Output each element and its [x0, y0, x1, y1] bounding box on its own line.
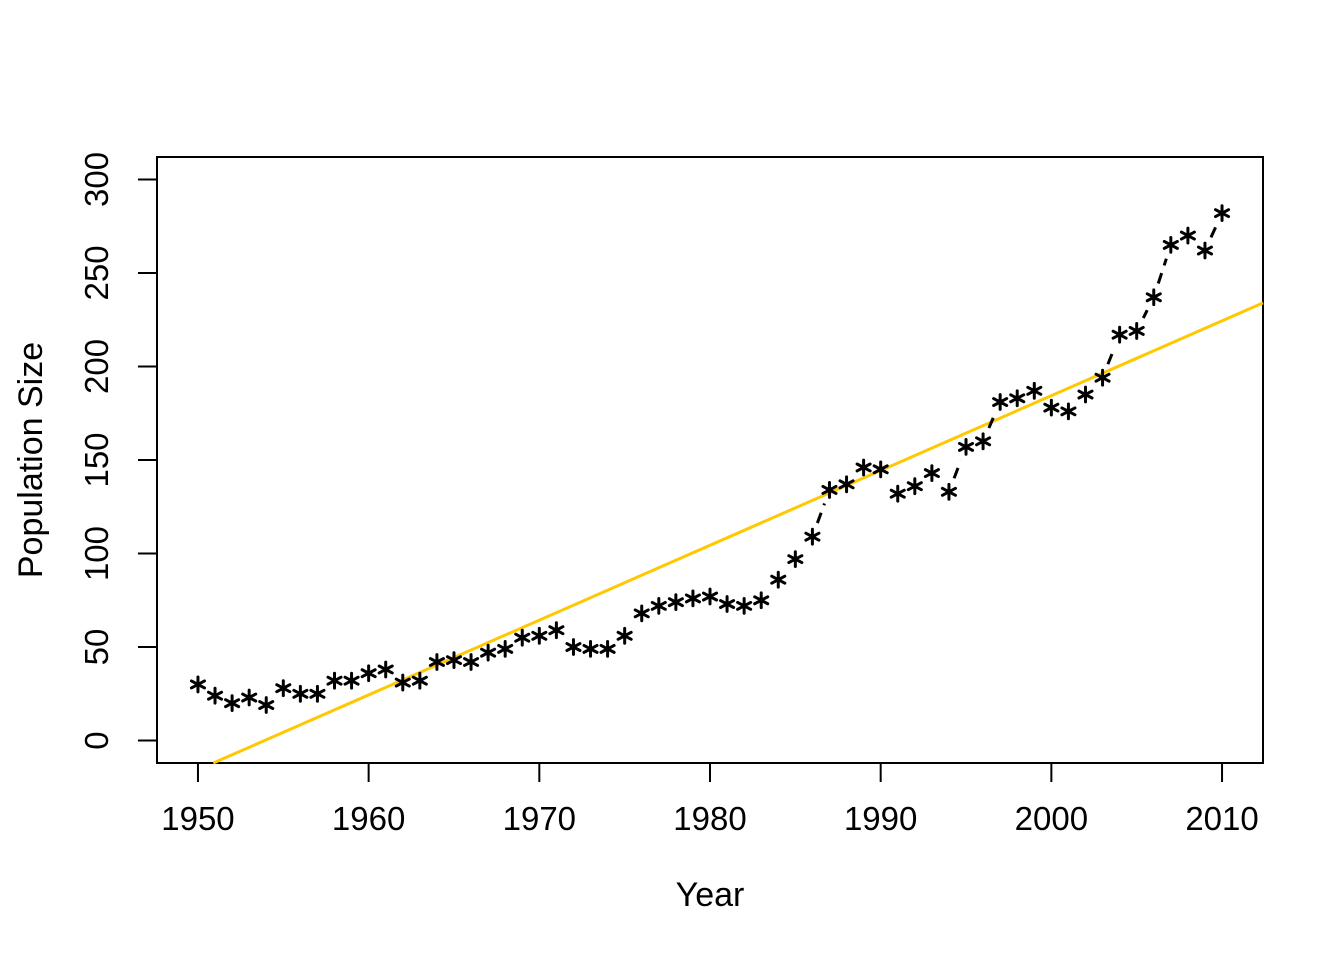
- asterisk-marker: [445, 651, 463, 670]
- asterisk-marker: [1094, 368, 1111, 387]
- asterisk-marker: [787, 550, 804, 569]
- asterisk-marker: [1196, 241, 1213, 260]
- x-tick-label: 1980: [673, 800, 746, 837]
- y-tick-label: 0: [78, 731, 115, 749]
- asterisk-marker: [258, 696, 275, 714]
- asterisk-marker: [719, 595, 736, 613]
- asterisk-marker: [599, 640, 616, 658]
- asterisk-marker: [1179, 226, 1196, 245]
- x-tick-label: 1990: [844, 800, 917, 837]
- asterisk-marker: [1060, 402, 1077, 421]
- asterisk-marker: [497, 640, 514, 658]
- asterisk-marker: [1214, 204, 1231, 223]
- asterisk-marker: [394, 673, 411, 692]
- asterisk-marker: [1077, 385, 1094, 404]
- x-axis-title: Year: [676, 876, 745, 914]
- asterisk-marker: [889, 484, 906, 503]
- asterisk-marker: [241, 688, 258, 707]
- asterisk-marker: [1111, 325, 1128, 344]
- data-points: [189, 204, 1231, 714]
- asterisk-marker: [753, 591, 770, 610]
- asterisk-marker: [992, 393, 1009, 411]
- x-axis: 1950 1960 1970 1980 1990 2000 2010: [161, 763, 1259, 837]
- asterisk-marker: [821, 481, 838, 499]
- asterisk-marker: [292, 684, 309, 703]
- connector-dash: [952, 459, 963, 479]
- regression-line: [212, 301, 1264, 765]
- asterisk-marker: [1026, 381, 1043, 400]
- asterisk-marker: [975, 432, 992, 451]
- asterisk-marker: [206, 686, 224, 705]
- x-tick-label: 2010: [1185, 800, 1258, 837]
- asterisk-marker: [531, 626, 548, 645]
- asterisk-marker: [189, 675, 206, 694]
- connector-dash: [987, 414, 996, 429]
- connector-dash: [1156, 258, 1168, 284]
- plot-box: [156, 156, 1264, 764]
- asterisk-marker: [804, 527, 821, 546]
- connector-dash: [815, 503, 826, 524]
- y-axis-title: Population Size: [12, 342, 50, 578]
- asterisk-marker: [1128, 322, 1145, 340]
- asterisk-marker: [480, 643, 497, 662]
- x-tick-label: 2000: [1015, 800, 1088, 837]
- x-tick-label: 1950: [161, 800, 234, 837]
- asterisk-marker: [565, 638, 582, 656]
- asterisk-marker: [224, 694, 241, 713]
- axis-titles: Year Population Size: [12, 342, 744, 914]
- asterisk-marker: [906, 477, 923, 496]
- asterisk-marker: [667, 593, 684, 612]
- asterisk-marker: [940, 482, 957, 501]
- asterisk-marker: [736, 596, 753, 615]
- asterisk-marker: [1162, 236, 1179, 254]
- asterisk-marker: [633, 604, 650, 623]
- asterisk-marker: [411, 671, 428, 690]
- asterisk-marker: [360, 664, 377, 683]
- asterisk-marker: [343, 671, 360, 690]
- asterisk-marker: [1009, 389, 1026, 408]
- asterisk-marker: [770, 570, 787, 589]
- asterisk-marker: [855, 458, 872, 477]
- asterisk-marker: [838, 475, 855, 494]
- asterisk-marker: [548, 621, 565, 640]
- y-tick-label: 250: [78, 245, 115, 300]
- asterisk-marker: [923, 464, 940, 482]
- y-tick-label: 200: [78, 339, 115, 394]
- asterisk-marker: [326, 671, 343, 690]
- asterisk-marker: [684, 589, 701, 608]
- y-tick-label: 50: [78, 629, 115, 666]
- y-tick-label: 300: [78, 152, 115, 207]
- asterisk-marker: [377, 660, 394, 679]
- connector-dash: [1209, 225, 1218, 238]
- connector-line: [815, 225, 1218, 524]
- asterisk-marker: [701, 587, 719, 606]
- connector-dash: [1106, 347, 1116, 365]
- asterisk-marker: [957, 438, 975, 456]
- asterisk-marker: [616, 626, 633, 645]
- connector-dash: [1141, 309, 1149, 319]
- asterisk-marker: [275, 679, 292, 698]
- y-tick-label: 150: [78, 432, 115, 487]
- asterisk-marker: [1043, 398, 1060, 417]
- x-tick-label: 1970: [503, 800, 576, 837]
- asterisk-marker: [650, 596, 667, 615]
- asterisk-marker: [582, 640, 599, 658]
- asterisk-marker: [872, 460, 889, 479]
- asterisk-marker: [309, 684, 326, 703]
- asterisk-marker: [463, 653, 480, 671]
- asterisk-marker: [1145, 288, 1162, 307]
- y-tick-label: 100: [78, 526, 115, 581]
- asterisk-marker: [514, 628, 531, 647]
- fit-line: [212, 301, 1264, 765]
- asterisk-marker: [428, 653, 445, 671]
- y-axis: 0 50 100 150 200 250 300: [78, 152, 157, 750]
- x-tick-label: 1960: [332, 800, 405, 837]
